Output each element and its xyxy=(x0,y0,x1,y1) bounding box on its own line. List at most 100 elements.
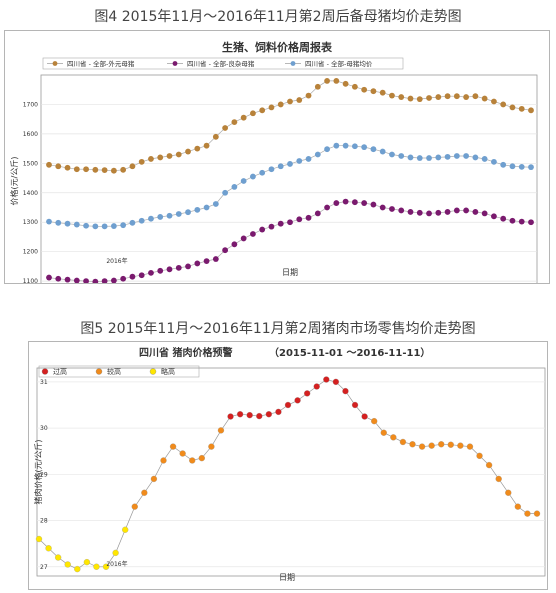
chart1-data-point xyxy=(416,209,423,216)
chart1-data-point xyxy=(296,97,303,103)
chart1-data-point xyxy=(231,119,238,126)
chart1-series xyxy=(46,77,534,285)
chart1-data-point xyxy=(407,95,414,102)
chart1-data-point xyxy=(463,153,470,159)
chart2-data-point xyxy=(189,457,196,464)
chart1-data-point xyxy=(435,94,442,100)
chart1-data-point xyxy=(92,278,99,285)
chart2-ytick-label: 28 xyxy=(40,518,48,525)
chart1-data-point xyxy=(342,80,349,87)
chart1-data-point xyxy=(250,231,256,237)
chart1-data-point xyxy=(46,161,52,168)
chart1-data-point xyxy=(101,223,108,230)
chart2-data-point xyxy=(122,526,129,533)
chart1-data-point xyxy=(110,223,117,229)
chart1-data-point xyxy=(138,217,145,224)
chart1-data-point xyxy=(277,163,284,170)
chart1-data-point xyxy=(277,101,284,108)
chart1-data-point xyxy=(287,161,293,167)
chart2-data-point xyxy=(55,554,62,561)
chart1-data-point xyxy=(528,219,534,226)
chart2-data-point xyxy=(265,411,272,418)
chart1-data-point xyxy=(426,210,432,217)
chart2-data-point xyxy=(524,510,531,517)
chart1-data-point xyxy=(64,164,71,171)
chart1-data-point xyxy=(324,146,330,153)
chart1-data-point xyxy=(194,145,201,152)
chart2-data-point xyxy=(514,503,521,510)
chart1-data-point xyxy=(157,214,164,220)
chart1-data-point xyxy=(389,206,395,212)
chart1-data-point xyxy=(472,209,479,215)
chart2-data-point xyxy=(342,387,349,395)
chart1-legend-label: 四川省 - 全部-母猪均价 xyxy=(305,59,373,68)
chart2-ylabel: 猪肉价格(元/公斤) xyxy=(33,440,43,505)
chart1-data-point xyxy=(481,156,488,162)
chart1-data-point xyxy=(472,93,479,100)
chart1-ytick-label: 1200 xyxy=(23,249,38,256)
chart1-data-point xyxy=(333,142,340,149)
chart2-data-point xyxy=(466,443,474,450)
chart1-data-point xyxy=(518,163,525,170)
chart1-data-point xyxy=(73,166,80,173)
chart1-data-point xyxy=(175,151,182,158)
chart1-data-point xyxy=(287,98,293,105)
chart2-data-point xyxy=(495,475,502,483)
chart2-data-point xyxy=(485,461,493,469)
chart1-data-point xyxy=(268,166,275,173)
chart2-data-point xyxy=(74,565,81,573)
chart2-data-point xyxy=(45,545,52,552)
chart1-data-point xyxy=(101,167,108,174)
chart1-legend: 四川省 - 全部-外元母猪 四川省 - 全部-良杂母猪 四川省 - 全部-母猪均价 xyxy=(42,57,404,70)
chart1-data-point xyxy=(185,263,191,270)
chart1-data-point xyxy=(509,163,516,170)
chart1-legend-label: 四川省 - 全部-外元母猪 xyxy=(67,59,135,68)
chart2-legend: 过高 较高 略高 xyxy=(38,365,200,378)
chart1-data-point xyxy=(333,77,340,84)
chart1-data-point xyxy=(351,83,358,90)
chart1-data-point xyxy=(407,154,414,161)
chart2-xlabel: 日期 xyxy=(279,573,295,582)
chart2-legend-marker xyxy=(41,368,49,375)
chart1-data-point xyxy=(305,214,312,221)
chart2-data-point xyxy=(150,475,158,483)
chart2-data-point xyxy=(409,441,416,448)
chart2-data-point xyxy=(505,489,512,496)
chart2-title: 四川省 猪肉价格预警 xyxy=(139,346,232,359)
chart1-data-point xyxy=(110,277,117,284)
chart1-data-point xyxy=(83,166,89,173)
chart1-ytick-label: 1600 xyxy=(23,131,38,138)
chart1-data-point xyxy=(361,86,368,93)
chart1-frame: 生猪、饲料价格周报表 四川省 - 全部-外元母猪 四川省 - 全部-良杂母猪 四川省… xyxy=(4,30,550,288)
chart1-data-point xyxy=(73,277,80,284)
chart1-data-point xyxy=(157,267,164,274)
chart2-grid: 27 28 29 30 31 xyxy=(37,379,545,571)
pork-price-chart: 四川省 猪肉价格预警 （2015-11-01 ～2016-11-11） 过高 较高… xyxy=(33,346,546,582)
chart1-data-point xyxy=(518,218,525,225)
chart2-ytick-label: 27 xyxy=(40,564,48,571)
figure4-caption: 图4 2015年11月～2016年11月第2周后备母猪均价走势图 xyxy=(94,9,462,25)
chart1-legend-marker xyxy=(52,61,58,66)
chart2-legend-label: 较高 xyxy=(107,367,121,376)
chart1-data-point xyxy=(250,173,256,180)
chart1-data-point xyxy=(491,158,497,165)
chart1-data-point xyxy=(83,222,89,229)
chart1-data-point xyxy=(416,96,423,103)
chart1-data-point xyxy=(333,200,340,206)
chart2-data-point xyxy=(227,413,234,420)
chart1-data-point xyxy=(314,151,321,158)
chart1-data-point xyxy=(73,221,80,228)
chart2-data-point xyxy=(179,450,186,457)
chart1-data-point xyxy=(148,156,154,162)
chart1-data-point xyxy=(175,264,182,271)
chart2-subtitle: （2015-11-01 ～2016-11-11） xyxy=(269,346,430,359)
chart1-data-point xyxy=(500,101,507,108)
chart2-data-point xyxy=(93,563,100,570)
chart1-legend-label: 四川省 - 全部-良杂母猪 xyxy=(187,59,255,68)
chart1-data-point xyxy=(500,161,507,168)
chart2-data-point xyxy=(351,401,359,409)
chart2-data-point xyxy=(102,563,110,570)
chart1-data-point xyxy=(240,114,247,121)
chart1-data-point xyxy=(64,220,71,227)
chart1-data-point xyxy=(370,88,377,95)
